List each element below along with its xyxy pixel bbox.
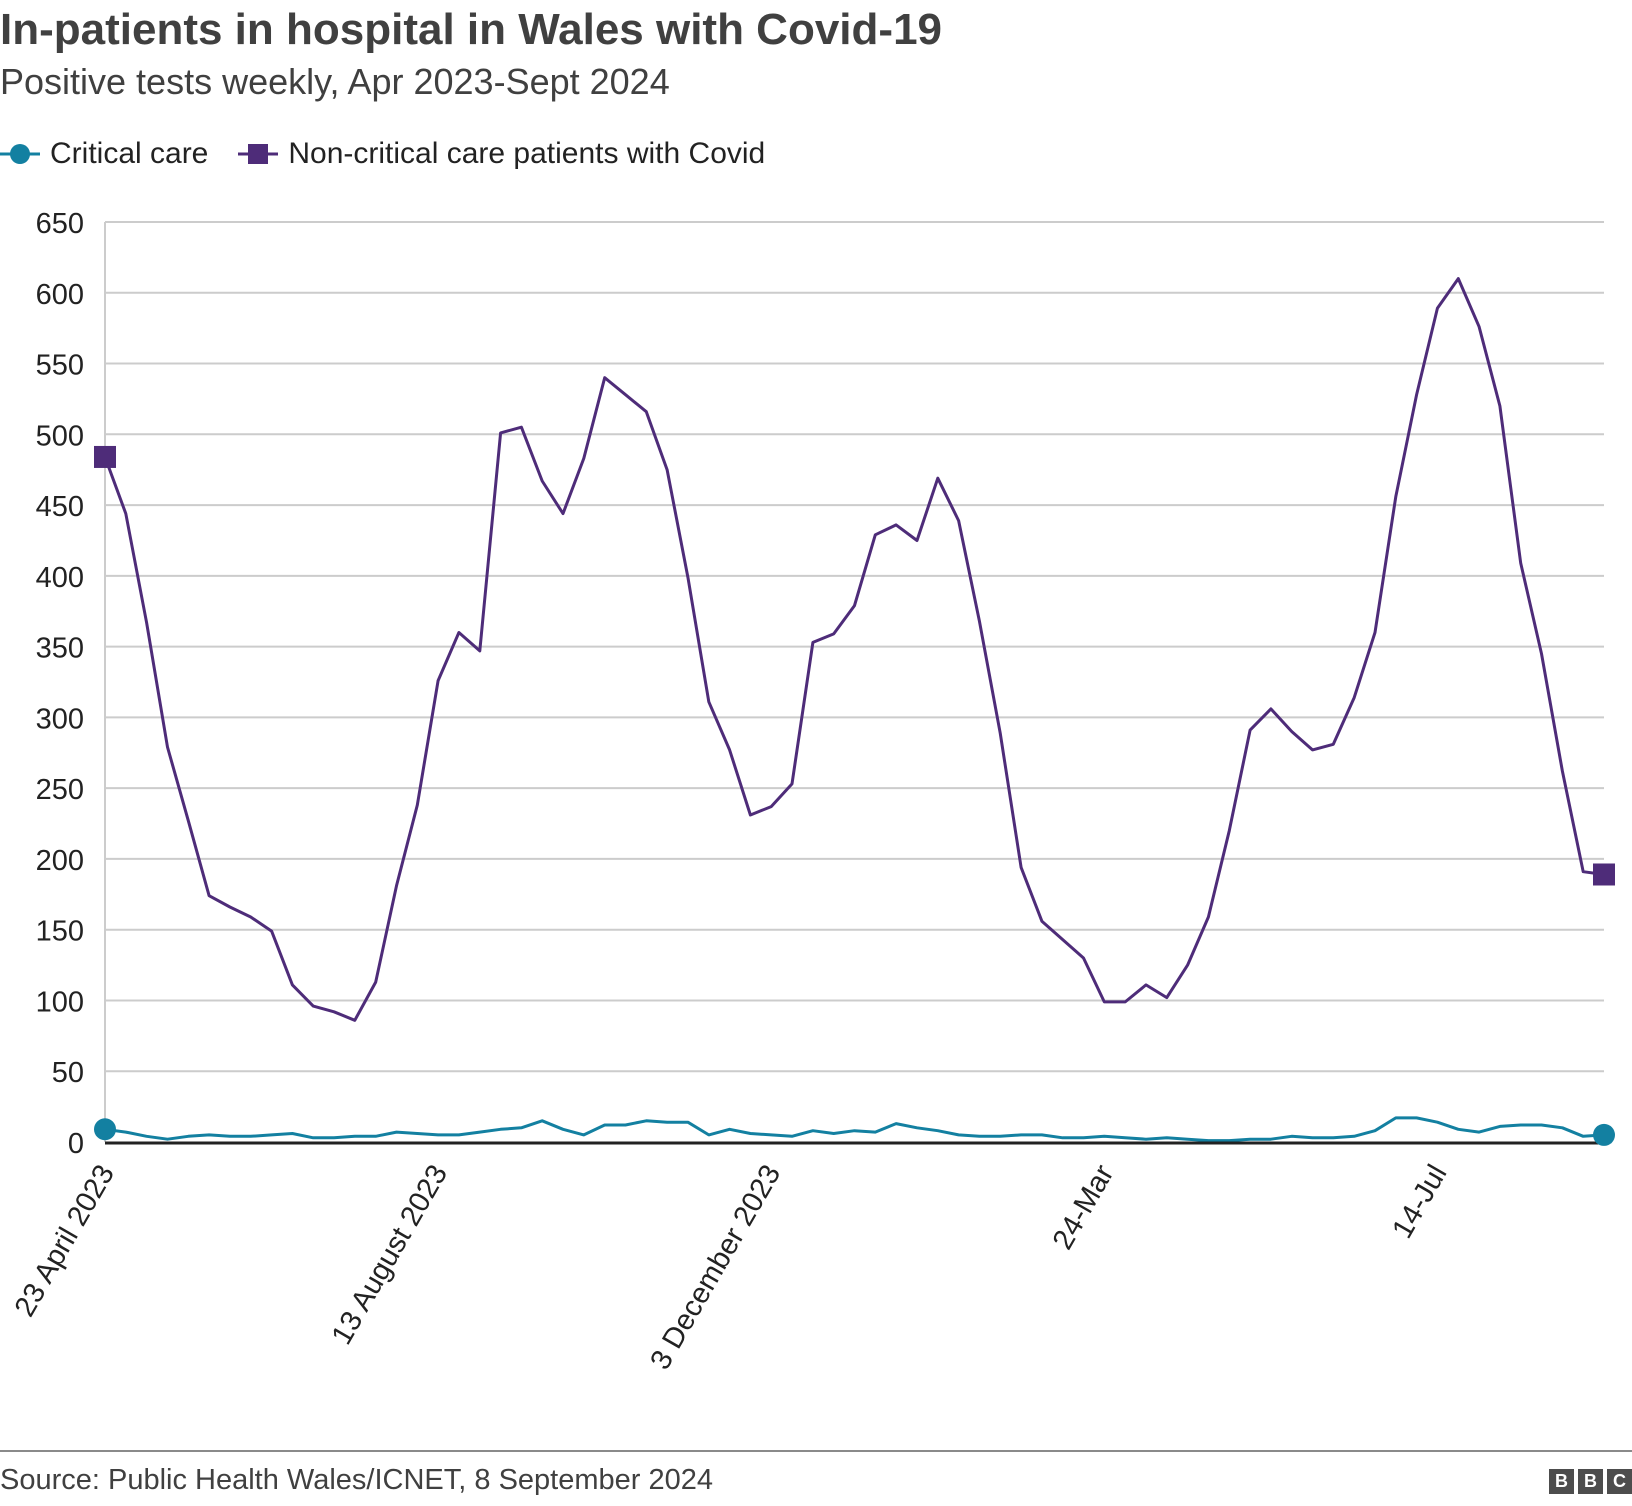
data-point-marker [94, 1118, 116, 1141]
x-tick-label: 23 April 2023 [9, 1160, 121, 1323]
data-point-marker [94, 445, 116, 468]
legend-label-critical-care: Critical care [50, 137, 209, 170]
y-tick-label: 250 [36, 774, 84, 806]
y-tick-label: 500 [36, 420, 84, 452]
chart-title: In-patients in hospital in Wales with Co… [0, 5, 943, 54]
x-tick-label: 13 August 2023 [326, 1160, 455, 1351]
y-tick-label: 650 [36, 208, 84, 240]
x-tick-label: 14-Jul [1386, 1160, 1453, 1244]
legend-label-non-critical-care: Non-critical care patients with Covid [288, 137, 766, 170]
y-tick-label: 450 [36, 491, 84, 523]
x-tick-label: 24-Mar [1047, 1159, 1121, 1255]
y-tick-label: 0 [68, 1128, 84, 1160]
y-tick-label: 550 [36, 350, 84, 382]
source-note: Source: Public Health Wales/ICNET, 8 Sep… [0, 1464, 713, 1496]
footer-divider [0, 1450, 1632, 1452]
series-line-critical-care [104, 1116, 1605, 1143]
data-point-marker [1593, 1123, 1615, 1146]
legend-item-critical-care: Critical care [0, 137, 208, 171]
y-tick-label: 300 [36, 703, 84, 735]
data-point-marker [1593, 863, 1615, 886]
line-chart: 0 50 100 150 200 250 300 350 400 450 500 550 600 650 2… [9, 208, 1615, 1376]
y-tick-label: 100 [36, 986, 84, 1018]
series-line-non-critical-care [103, 277, 1605, 1022]
y-tick-label: 350 [36, 633, 84, 665]
legend: Critical care Non-critical care patients… [0, 132, 795, 176]
y-tick-label: 150 [36, 916, 84, 948]
y-tick-label: 400 [36, 562, 84, 594]
y-tick-label: 600 [36, 279, 84, 311]
y-tick-label: 50 [52, 1057, 84, 1089]
chart-subtitle: Positive tests weekly, Apr 2023-Sept 202… [0, 61, 670, 102]
circle-marker-icon [0, 144, 40, 164]
legend-item-non-critical-care: Non-critical care patients with Covid [238, 137, 765, 171]
x-tick-label: 3 December 2023 [644, 1160, 787, 1376]
y-tick-label: 200 [36, 845, 84, 877]
square-marker-icon [238, 144, 279, 164]
